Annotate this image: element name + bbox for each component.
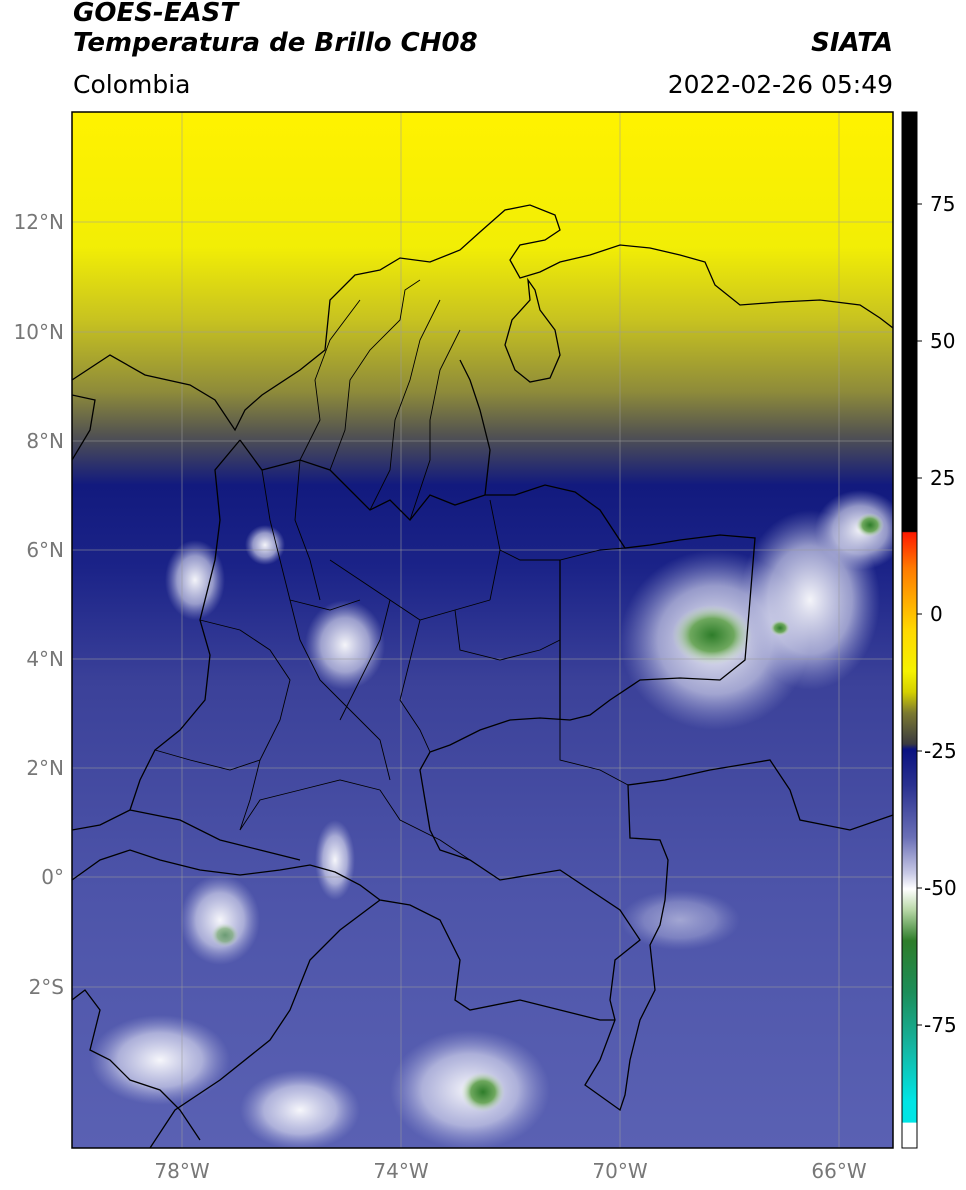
- colorbar: 75 50 25 0 -25 -50 -75: [901, 111, 957, 1149]
- lon-label-66W: 66°W: [811, 1159, 866, 1183]
- colorbar-tick-0: 0: [930, 602, 943, 626]
- colorbar-tick-25: 25: [930, 466, 955, 490]
- lat-label-6N: 6°N: [26, 538, 64, 562]
- satellite-title: GOES-EAST: [73, 0, 239, 28]
- map-gridlines: [72, 112, 893, 1148]
- colorbar-gradient: [901, 111, 918, 1149]
- region-label: Colombia: [73, 70, 191, 99]
- lat-label-8N: 8°N: [26, 429, 64, 453]
- map-frame: [71, 111, 894, 1149]
- colorbar-tick-minus75: -75: [924, 1013, 957, 1037]
- lat-label-0: 0°: [41, 865, 64, 889]
- datetime-label: 2022-02-26 05:49: [667, 70, 893, 99]
- lat-label-10N: 10°N: [14, 320, 64, 344]
- lon-label-70W: 70°W: [592, 1159, 647, 1183]
- department-borders: [154, 279, 629, 861]
- brightness-temperature-field: [72, 112, 893, 1148]
- lat-label-2S: 2°S: [29, 975, 64, 999]
- lat-label-4N: 4°N: [26, 647, 64, 671]
- colorbar-tick-75: 75: [930, 192, 955, 216]
- lon-label-74W: 74°W: [373, 1159, 428, 1183]
- product-title: Temperatura de Brillo CH08: [73, 28, 478, 58]
- organization-label: SIATA: [811, 28, 893, 58]
- country-borders: [72, 204, 893, 1148]
- latitude-labels: 12°N 10°N 8°N 6°N 4°N 2°N 0° 2°S: [14, 210, 64, 999]
- colorbar-tick-minus25: -25: [924, 739, 957, 763]
- longitude-labels: 78°W 74°W 70°W 66°W: [154, 1159, 866, 1183]
- lon-label-78W: 78°W: [154, 1159, 209, 1183]
- colorbar-tick-50: 50: [930, 329, 955, 353]
- lat-label-12N: 12°N: [14, 210, 64, 234]
- colorbar-tick-minus50: -50: [924, 876, 957, 900]
- lat-label-2N: 2°N: [26, 756, 64, 780]
